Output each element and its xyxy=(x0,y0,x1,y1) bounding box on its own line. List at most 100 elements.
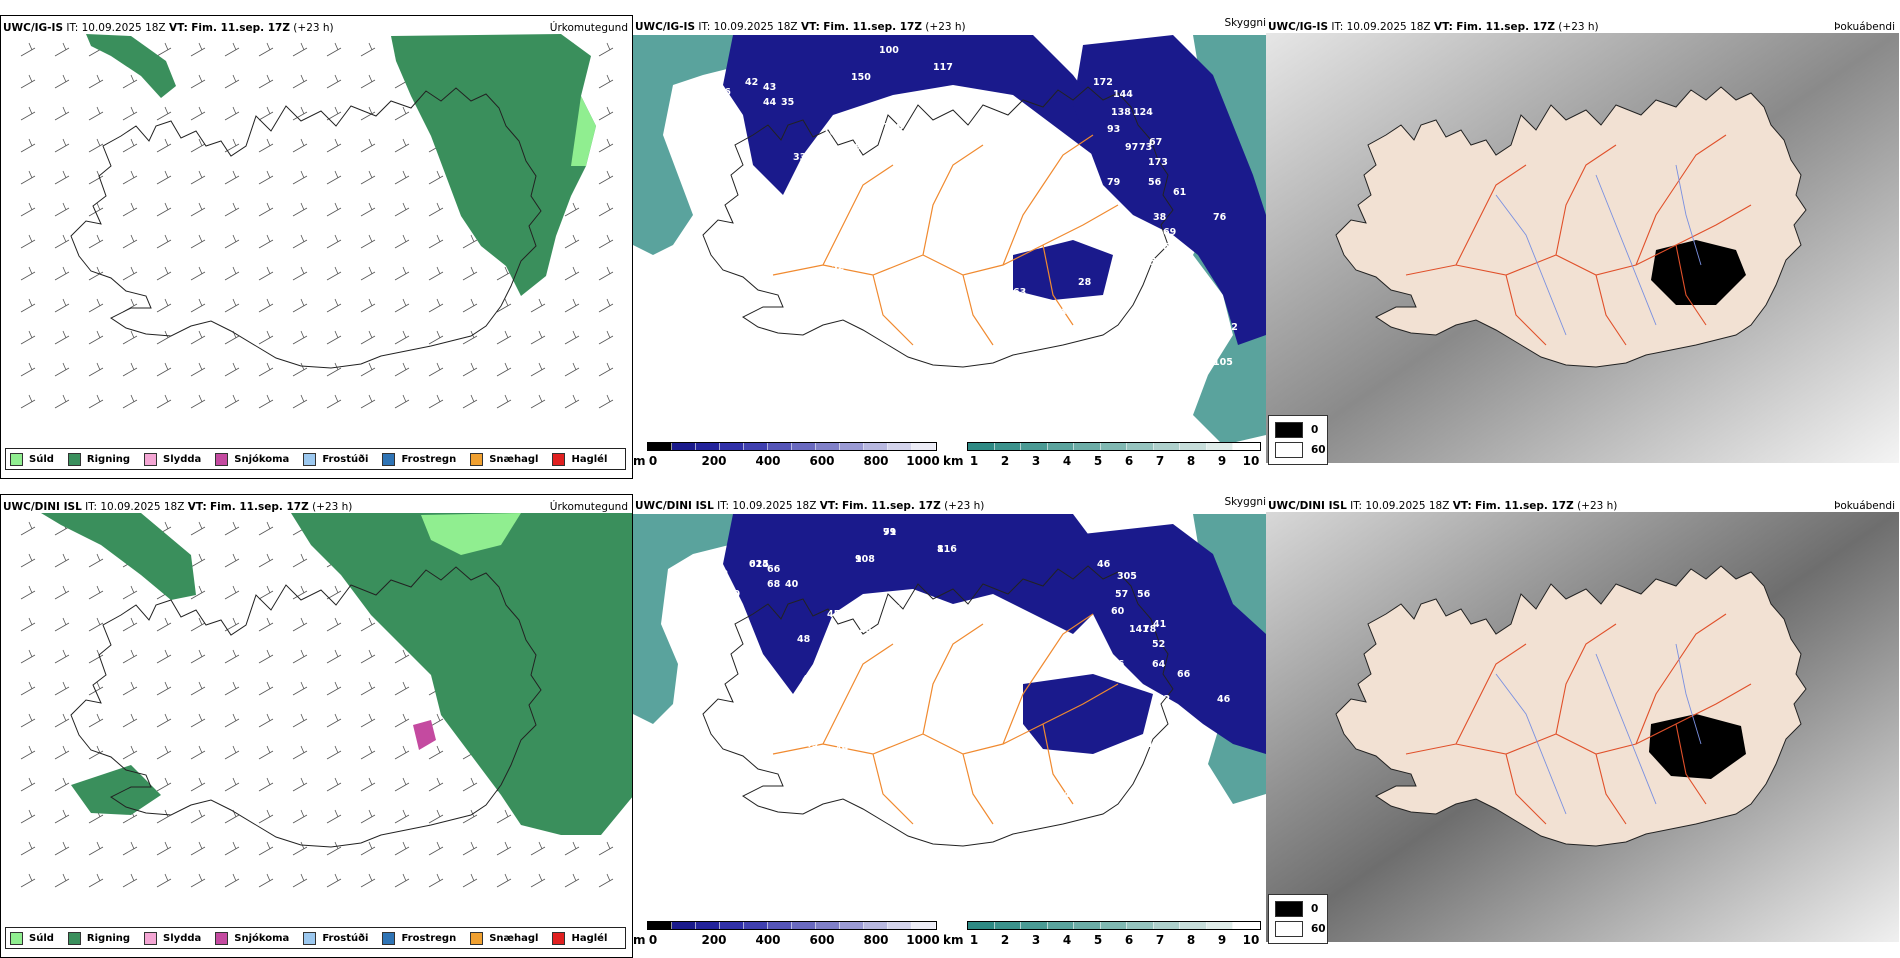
wind-barb xyxy=(122,330,138,345)
wind-barb xyxy=(326,585,342,600)
colorbar-segment xyxy=(696,443,720,450)
ceiling-tick: 800 xyxy=(863,933,889,947)
wind-barb xyxy=(122,745,138,760)
visibility-tick: 8 xyxy=(1186,454,1196,468)
cloud-base-label: 109 xyxy=(1167,709,1187,720)
cloud-base-label: 305 xyxy=(1117,571,1137,582)
wind-barb xyxy=(156,649,172,664)
cloud-base-label: 102 xyxy=(823,127,843,138)
wind-barb xyxy=(428,298,444,313)
wind-barb xyxy=(122,234,138,249)
wind-barb xyxy=(326,713,342,728)
wind-barb xyxy=(122,713,138,728)
wind-barb xyxy=(190,873,206,888)
low-visibility-sea-west xyxy=(633,514,743,724)
cloud-base-label: 42 xyxy=(745,77,758,88)
colorbar-segment xyxy=(1100,922,1128,929)
wind-barb xyxy=(122,585,138,600)
cloud-base-label: 43 xyxy=(763,82,776,93)
wind-barb xyxy=(292,42,308,57)
cloud-base-label: 108 xyxy=(883,122,903,133)
wind-barb xyxy=(224,202,240,217)
cloud-base-label: 57 xyxy=(723,107,736,118)
cloud-base-label: 48 xyxy=(797,634,811,645)
visibility-tick: 3 xyxy=(1031,933,1041,947)
wind-barb xyxy=(394,394,410,409)
wind-barb xyxy=(20,681,36,696)
wind-barb xyxy=(122,170,138,185)
wind-barb xyxy=(428,170,444,185)
legend-item-drizzle: Súld xyxy=(10,931,54,945)
cloud-base-label: 109 xyxy=(1033,327,1053,338)
cloud-base-label: 39 xyxy=(727,589,740,600)
wind-barb xyxy=(326,330,342,345)
wind-barb xyxy=(258,713,274,728)
wind-barb xyxy=(88,138,104,153)
wind-barb xyxy=(20,617,36,632)
cloud-base-label: 46 xyxy=(1217,694,1231,705)
panel-product-name: Þokuábendi xyxy=(1834,500,1895,512)
cloud-base-label: 69 xyxy=(848,142,861,153)
wind-barb xyxy=(54,234,70,249)
wind-barb xyxy=(54,873,70,888)
wind-barb xyxy=(224,298,240,313)
wind-barb xyxy=(224,234,240,249)
roads-overlay xyxy=(772,613,1119,825)
colorbar-segment xyxy=(912,443,936,450)
colorbar-segment xyxy=(744,922,768,929)
wind-barb xyxy=(224,841,240,856)
cloud-base-label: 78 xyxy=(1143,624,1157,635)
rivers-overlay xyxy=(1495,643,1702,815)
wind-barb xyxy=(394,713,410,728)
wind-barb xyxy=(54,585,70,600)
visibility-tick: 5 xyxy=(1093,933,1103,947)
wind-barb xyxy=(292,362,308,377)
wind-barb xyxy=(258,106,274,121)
cloud-base-label: 66 xyxy=(767,564,781,575)
legend-swatch xyxy=(10,931,23,945)
wind-barb xyxy=(54,266,70,281)
wind-barb xyxy=(564,362,580,377)
cloud-base-label: 72 xyxy=(1157,694,1170,705)
wind-barb xyxy=(258,202,274,217)
wind-barb xyxy=(326,362,342,377)
wind-barb xyxy=(394,777,410,792)
ceiling-unit: m xyxy=(633,933,646,947)
legend-item-freezing-rain: Frostregn xyxy=(382,452,456,466)
wind-barb xyxy=(564,234,580,249)
wind-barb xyxy=(598,170,614,185)
ceiling-tick: 400 xyxy=(755,454,781,468)
colorbar-segment xyxy=(648,443,672,450)
cloud-base-label: 35 xyxy=(781,97,794,108)
legend-item-freezing-rain: Frostregn xyxy=(382,931,456,945)
wind-barb xyxy=(88,330,104,345)
wind-barb xyxy=(20,106,36,121)
cloud-base-label: 95 xyxy=(983,227,996,238)
wind-barb xyxy=(564,266,580,281)
wind-barb xyxy=(88,394,104,409)
cloud-base-label: 66 xyxy=(1177,669,1191,680)
wind-barb xyxy=(598,298,614,313)
colorbar-segment xyxy=(1233,922,1261,929)
legend-item-rain: Rigning xyxy=(67,452,130,466)
iceland-outline xyxy=(70,566,542,848)
wind-barb xyxy=(258,841,274,856)
wind-barb xyxy=(54,42,70,57)
wind-barb xyxy=(530,330,546,345)
colorbar-segment xyxy=(1233,443,1261,450)
wind-barb xyxy=(20,138,36,153)
wind-barb xyxy=(394,202,410,217)
legend-swatch xyxy=(215,931,229,945)
visibility-tick: 5 xyxy=(1093,454,1103,468)
cloud-base-label: 63 xyxy=(1017,769,1030,780)
wind-barb xyxy=(394,330,410,345)
wind-barb xyxy=(54,106,70,121)
colorbar-segment xyxy=(1153,443,1181,450)
cloud-base-label: 44 xyxy=(1057,789,1071,800)
wind-barb xyxy=(20,585,36,600)
colorbar-segment xyxy=(768,922,792,929)
visibility-tick: 7 xyxy=(1155,454,1165,468)
ceiling-tick: 0 xyxy=(648,454,658,468)
cloud-base-label: 97 xyxy=(1125,142,1138,153)
visibility-colorbar: km 1 2 3 4 5 6 7 8 9 10 xyxy=(943,437,1266,477)
